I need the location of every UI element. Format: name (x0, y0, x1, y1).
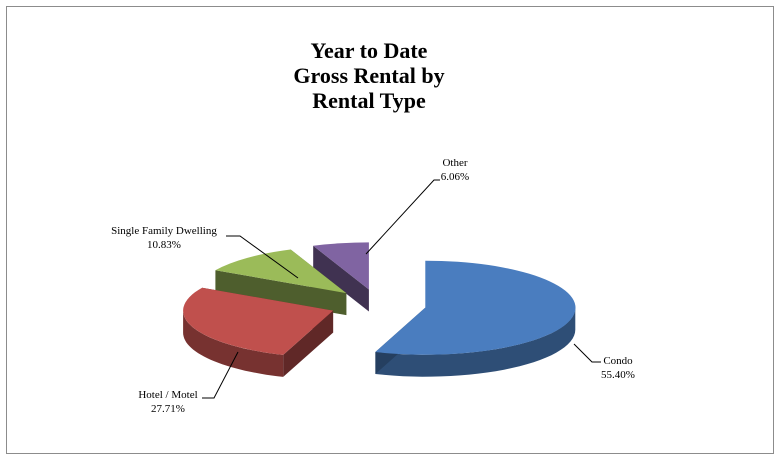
slice-side-condo (375, 307, 576, 377)
value-other: 6.06% (441, 171, 469, 183)
slice-top-other (313, 242, 369, 290)
leader-line-condo (573, 343, 601, 363)
chart-title-line-3: Rental Type (312, 88, 426, 113)
slice-top-single-family-dwelling (215, 249, 347, 294)
chart-frame (6, 6, 774, 454)
slice-cut-other-0 (313, 245, 369, 312)
label-other: Other (442, 157, 467, 169)
value-hotel: 27.71% (151, 403, 185, 415)
value-condo: 55.40% (601, 369, 635, 381)
leader-line-single-family (226, 235, 299, 279)
label-single-family: Single Family Dwelling (111, 225, 217, 237)
chart-title: Year to Date Gross Rental by Rental Type (244, 38, 494, 113)
slice-top-hotel-motel (183, 287, 334, 355)
leader-lines (202, 179, 601, 399)
pie-slices (183, 242, 576, 377)
value-single-family: 10.83% (147, 239, 181, 251)
slice-condo (375, 260, 576, 377)
slice-hotel-motel (183, 287, 334, 377)
label-condo: Condo (603, 355, 633, 367)
chart-title-line-1: Year to Date (310, 38, 428, 63)
slice-top-condo (375, 260, 576, 355)
label-hotel: Hotel / Motel (138, 389, 197, 401)
leader-line-hotel (202, 351, 239, 399)
leader-line-other (365, 179, 440, 255)
slice-side-hotel-motel (183, 310, 284, 377)
slice-cut-single-family-dwelling-0 (215, 270, 347, 316)
chart-title-line-2: Gross Rental by (293, 63, 445, 88)
slice-other (313, 242, 369, 312)
slice-single-family-dwelling (215, 249, 347, 316)
